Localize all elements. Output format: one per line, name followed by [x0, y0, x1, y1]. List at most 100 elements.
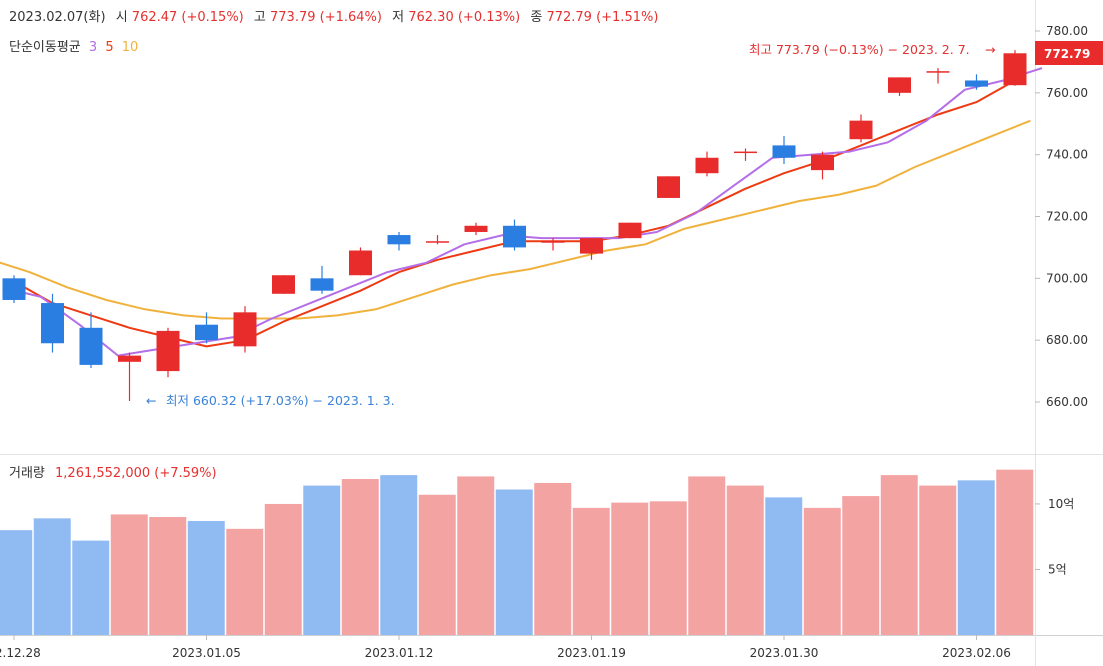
candle: [426, 235, 449, 245]
candle: [195, 312, 218, 344]
candle-body: [695, 157, 719, 174]
candle-body: [272, 275, 295, 294]
volume-bar: [72, 540, 110, 635]
ma3-legend: 3: [88, 40, 98, 55]
volume-bar: [688, 476, 726, 635]
header-date: 2023.02.07(화): [9, 10, 106, 25]
candle-body: [2, 278, 26, 300]
candle: [1003, 50, 1027, 86]
candle-body: [503, 225, 526, 248]
volume-bar: [264, 503, 302, 635]
volume-bar: [842, 496, 880, 635]
price-tick-label: 700.00: [1046, 271, 1088, 285]
price-tick-label: 720.00: [1046, 210, 1088, 224]
candle: [811, 151, 834, 180]
ma10-series: [0, 119, 1031, 320]
candle: [310, 265, 334, 294]
candle-body: [618, 222, 642, 239]
volume-tick-label: 10억: [1048, 497, 1074, 511]
candle: [657, 176, 680, 198]
high-label: 고: [253, 10, 266, 25]
volume-bar: [495, 489, 533, 635]
candle: [734, 148, 757, 161]
candle: [541, 238, 565, 251]
x-tick-label: 2023.01.05: [172, 646, 241, 660]
candle-body: [811, 154, 834, 171]
candle-body: [926, 71, 950, 73]
candle: [965, 74, 988, 90]
candle-body: [734, 151, 757, 154]
volume-bar: [418, 494, 456, 635]
volume-value: 1,261,552,000 (+7.59%): [55, 466, 217, 481]
candle: [118, 352, 141, 402]
ma3-series: [2, 67, 1043, 357]
open-label: 시: [115, 10, 128, 25]
volume-bar: [880, 475, 918, 635]
candle-body: [965, 80, 988, 87]
open-value: 762.47 (+0.15%): [131, 10, 244, 25]
x-tick-label: 2023.01.19: [557, 646, 626, 660]
volume-bar: [611, 502, 649, 635]
low-annotation: 최저 660.32 (+17.03%) − 2023. 1. 3.: [166, 393, 395, 408]
volume-bar: [457, 476, 495, 635]
candle: [349, 247, 372, 276]
candle-body: [349, 250, 372, 276]
low-label: 저: [392, 10, 405, 25]
candle: [503, 219, 526, 251]
candle-body: [888, 77, 911, 93]
candle-body: [426, 241, 449, 243]
ma3-line: [2, 67, 1043, 357]
candle-body: [310, 278, 334, 291]
candle: [272, 275, 295, 294]
volume-bar: [996, 469, 1034, 635]
volume-bar: [919, 485, 957, 635]
last-price-badge: [1035, 41, 1103, 65]
candle-body: [849, 120, 873, 140]
volume-tick-label: 5억: [1048, 562, 1067, 576]
volume-bar: [380, 475, 418, 635]
volume-label: 거래량: [9, 466, 45, 481]
volume-bar: [534, 482, 572, 635]
volume-bar: [0, 530, 33, 635]
candle-body: [541, 241, 565, 243]
candle-body: [1003, 53, 1027, 86]
candle: [41, 293, 64, 353]
candle-body: [195, 324, 218, 341]
volume-bar: [226, 528, 264, 635]
candle-body: [772, 145, 796, 158]
candle-body: [580, 238, 603, 254]
candle: [888, 77, 911, 96]
candle: [580, 238, 603, 260]
close-label: 종: [530, 10, 543, 25]
price-tick-label: 740.00: [1046, 148, 1088, 162]
low-value: 762.30 (+0.13%): [408, 10, 521, 25]
volume-bar: [33, 518, 71, 635]
high-annotation: 최고 773.79 (−0.13%) − 2023. 2. 7.: [749, 42, 970, 57]
volume-bar: [957, 480, 995, 635]
candle-body: [464, 225, 488, 232]
candle: [464, 222, 488, 236]
volume-bar: [110, 514, 148, 635]
volume-header: 거래량 1,261,552,000 (+7.59%): [9, 462, 217, 481]
candlesticks: [2, 50, 1027, 402]
ma-legend[interactable]: 단순이동평균 3 5 10: [9, 36, 138, 55]
x-tick-label: 2023.02.06: [942, 646, 1011, 660]
ma5-line: [13, 79, 1016, 348]
candle-body: [41, 303, 64, 344]
candle: [79, 312, 103, 368]
candle: [849, 114, 873, 143]
volume-bar: [303, 485, 341, 635]
high-value: 773.79 (+1.64%): [270, 10, 382, 25]
x-tick-label: 22.12.28: [0, 646, 41, 660]
high-arrow-icon: →: [985, 42, 995, 57]
candle: [695, 151, 719, 177]
candle: [387, 231, 411, 251]
volume-bar: [726, 485, 764, 635]
candle: [618, 222, 642, 239]
candle-body: [233, 312, 257, 347]
volume-bar: [149, 517, 187, 635]
volume-bar: [341, 479, 379, 635]
volume-bar: [572, 507, 610, 635]
